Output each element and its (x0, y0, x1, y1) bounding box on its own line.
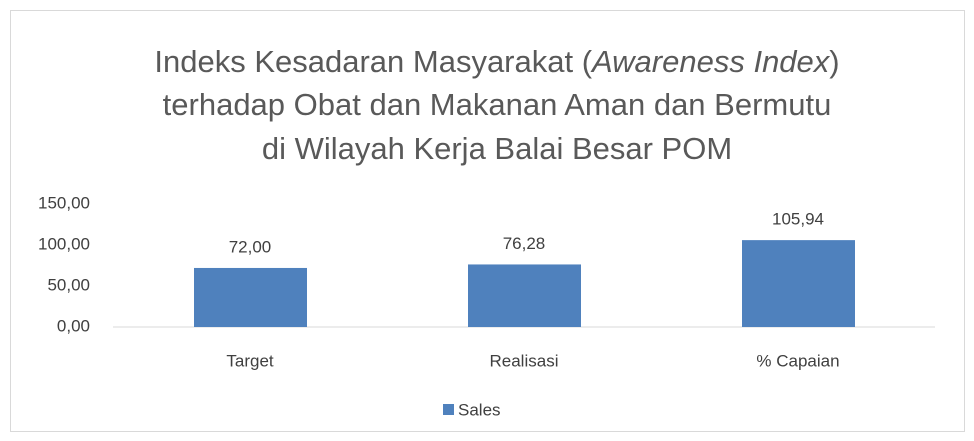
chart-title: terhadap Obat dan Makanan Aman dan Bermu… (163, 87, 832, 122)
bar (742, 240, 855, 327)
data-label: 76,28 (503, 234, 546, 253)
x-tick-label: Realisasi (490, 351, 559, 370)
legend-swatch (443, 404, 454, 415)
data-label: 105,94 (772, 210, 824, 229)
title-run: di Wilayah Kerja Balai Besar POM (262, 131, 732, 166)
bar (468, 264, 581, 327)
title-run: ) (829, 44, 839, 79)
x-tick-label: % Capaian (756, 351, 839, 370)
y-tick-label: 50,00 (47, 275, 90, 294)
y-tick-label: 0,00 (57, 316, 90, 335)
y-tick-label: 100,00 (38, 234, 90, 253)
data-label: 72,00 (229, 237, 272, 256)
y-tick-label: 150,00 (38, 193, 90, 212)
chart-title: di Wilayah Kerja Balai Besar POM (262, 131, 732, 166)
chart-border (10, 10, 965, 432)
x-tick-label: Target (226, 351, 274, 370)
bar (194, 267, 307, 327)
title-run: Awareness Index (590, 44, 831, 79)
chart-title: Indeks Kesadaran Masyarakat (Awareness I… (154, 44, 839, 79)
title-run: terhadap Obat dan Makanan Aman dan Bermu… (163, 87, 832, 122)
title-run: Indeks Kesadaran Masyarakat ( (154, 44, 592, 79)
legend-label: Sales (458, 400, 501, 419)
